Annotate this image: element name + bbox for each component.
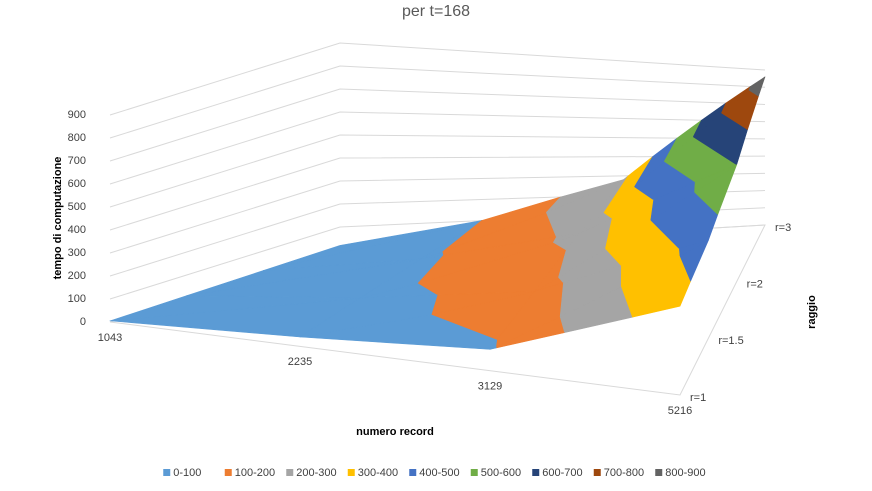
depth-tick-label: r=1	[690, 392, 706, 404]
grid-line	[109, 65, 766, 139]
surface-patch	[431, 291, 535, 315]
z-tick-label: 600	[68, 178, 86, 190]
legend-swatch	[286, 469, 294, 476]
x-tick-label: 2235	[288, 356, 312, 368]
surface-patch	[553, 233, 580, 243]
surface-patch	[748, 76, 766, 91]
z-tick-label: 100	[68, 293, 86, 305]
x-tick-label: 3129	[478, 381, 502, 393]
z-tick-label: 900	[68, 109, 86, 121]
legend-label: 700-800	[604, 467, 644, 479]
grid-line	[109, 155, 766, 231]
grid-line	[109, 88, 766, 162]
surface-patch	[546, 179, 624, 213]
legend-swatch	[532, 469, 540, 476]
legend-swatch	[593, 469, 601, 476]
surface-patch	[694, 164, 737, 193]
z-tick-label: 0	[80, 316, 86, 328]
legend-label: 500-600	[481, 467, 521, 479]
grid-line	[109, 134, 766, 208]
x-axis-title: numero record	[356, 426, 434, 438]
legend-label: 0-100	[173, 467, 201, 479]
legend-swatch	[163, 469, 171, 476]
legend-label: 300-400	[358, 467, 398, 479]
grid-line	[109, 111, 766, 185]
legend-label: 600-700	[542, 467, 582, 479]
depth-tick-label: r=1.5	[718, 335, 743, 347]
z-axis-title: tempo di computazione	[52, 157, 64, 280]
legend-label: 400-500	[419, 467, 459, 479]
legend-label: 800-900	[665, 467, 705, 479]
grid-line	[109, 172, 766, 254]
z-tick-label: 800	[68, 132, 86, 144]
z-tick-label: 200	[68, 270, 86, 282]
surface-patch	[496, 282, 564, 347]
z-tick-label: 400	[68, 224, 86, 236]
legend-label: 100-200	[235, 467, 275, 479]
legend-swatch	[409, 469, 417, 476]
chart-title: per t=168	[402, 3, 470, 20]
legend-swatch	[347, 469, 355, 476]
legend-swatch	[224, 469, 232, 476]
x-tick-label: 5216	[668, 405, 692, 417]
depth-tick-label: r=3	[775, 222, 791, 234]
z-tick-label: 500	[68, 201, 86, 213]
surface-patch	[109, 295, 361, 322]
surface-patch	[263, 220, 482, 271]
surface-patch	[679, 240, 709, 257]
z-tick-label: 700	[68, 155, 86, 167]
grid-line	[109, 42, 766, 116]
depth-axis-title: raggio	[806, 295, 818, 329]
depth-tick-label: r=2	[747, 279, 763, 291]
legend-swatch	[655, 469, 663, 476]
x-tick-label: 1043	[98, 332, 122, 344]
surface-patch	[558, 218, 613, 278]
legend-swatch	[470, 469, 478, 476]
legend-label: 200-300	[296, 467, 336, 479]
surface-patch	[186, 258, 422, 297]
z-tick-label: 300	[68, 247, 86, 259]
